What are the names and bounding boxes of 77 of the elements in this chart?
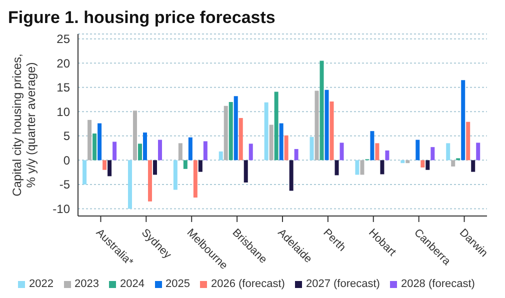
bar: [274, 92, 278, 160]
bar: [330, 101, 334, 160]
chart-title: Figure 1. housing price forecasts: [8, 8, 276, 28]
legend-label: 2023: [74, 278, 100, 290]
bar: [355, 160, 360, 175]
bar: [324, 90, 329, 160]
bar: [203, 141, 208, 160]
bar: [218, 151, 223, 160]
bar: [234, 96, 238, 160]
bar: [420, 160, 425, 168]
legend-label: 2024: [120, 278, 144, 290]
y-tick-label: -10: [52, 202, 70, 216]
bar: [334, 160, 339, 176]
bar: [92, 133, 97, 160]
bar: [228, 102, 233, 160]
y-tick-label: 25: [56, 32, 70, 46]
bar: [158, 140, 162, 160]
bar: [340, 142, 344, 160]
bar: [461, 80, 466, 160]
y-tick-label: 20: [56, 56, 70, 70]
bar: [400, 160, 405, 164]
bar: [385, 150, 390, 160]
bar: [224, 106, 228, 160]
bar: [98, 123, 102, 160]
bar: [269, 124, 274, 160]
bar: [294, 149, 298, 160]
bar: [430, 147, 435, 160]
bar: [138, 144, 142, 160]
bar: [198, 160, 202, 172]
bar: [82, 160, 87, 184]
legend-label: 2027 (forecast): [306, 278, 380, 290]
bar: [320, 60, 324, 160]
bar: [152, 160, 157, 175]
bar: [188, 137, 192, 160]
y-tick-label: 5: [63, 129, 70, 144]
bar: [102, 160, 107, 170]
bar: [148, 160, 152, 202]
bar: [476, 142, 480, 160]
bar: [128, 160, 132, 209]
bar: [238, 118, 243, 160]
bar: [466, 122, 470, 160]
y-tick-label: 15: [56, 80, 70, 95]
y-tick-label: 10: [56, 104, 70, 119]
bar: [183, 160, 188, 169]
bar: [370, 131, 374, 160]
legend-label: 2022: [29, 278, 54, 290]
bar: [360, 160, 364, 175]
bar: [264, 102, 268, 160]
legend-label: 2026 (forecast): [210, 278, 285, 290]
bar: [108, 160, 112, 176]
bar: [426, 160, 430, 170]
bar: [375, 143, 380, 160]
bar: [451, 160, 456, 166]
legend-label: 2028 (forecast): [400, 278, 475, 290]
legend-label: 2025: [166, 278, 190, 290]
bar: [248, 144, 253, 160]
bar: [310, 136, 314, 160]
bar: [314, 90, 319, 160]
bar: [193, 160, 198, 198]
bar: [279, 123, 284, 160]
bar: [416, 140, 420, 160]
bar: [380, 160, 384, 174]
bar: [284, 135, 288, 160]
bar: [471, 160, 476, 172]
bar: [132, 110, 137, 160]
y-tick-label: 0: [63, 153, 70, 168]
bar: [289, 160, 294, 191]
y-axis-title: Capital city housing prices, % y/y (quarter average): [10, 54, 38, 196]
bar: [142, 132, 147, 160]
bar: [406, 160, 410, 164]
bar: [112, 142, 117, 160]
bar: [446, 143, 450, 160]
bar: [173, 160, 178, 190]
y-tick-label: -5: [59, 178, 70, 192]
bar: [178, 143, 182, 160]
bar: [244, 160, 248, 183]
bar: [88, 120, 92, 160]
